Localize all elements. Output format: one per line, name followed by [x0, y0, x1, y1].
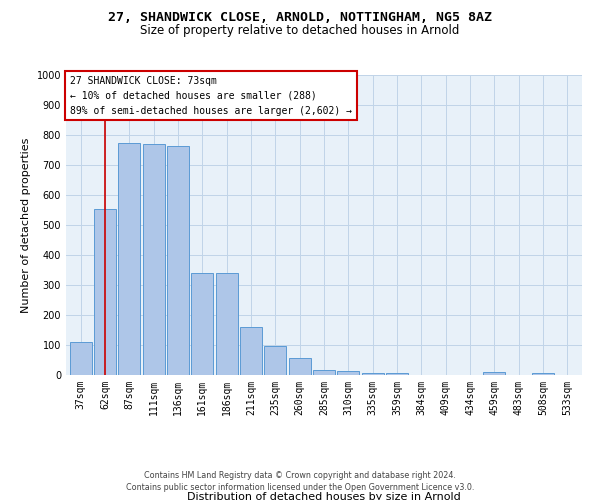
Bar	[289, 358, 311, 375]
Bar	[167, 146, 189, 375]
Bar	[70, 342, 92, 375]
Bar	[215, 273, 238, 375]
Text: Size of property relative to detached houses in Arnold: Size of property relative to detached ho…	[140, 24, 460, 37]
X-axis label: Distribution of detached houses by size in Arnold: Distribution of detached houses by size …	[187, 492, 461, 500]
Bar	[532, 372, 554, 375]
Bar	[94, 208, 116, 375]
Bar	[240, 327, 262, 375]
Text: 27 SHANDWICK CLOSE: 73sqm
← 10% of detached houses are smaller (288)
89% of semi: 27 SHANDWICK CLOSE: 73sqm ← 10% of detac…	[70, 76, 352, 116]
Bar	[337, 371, 359, 375]
Bar	[484, 372, 505, 375]
Bar	[191, 273, 213, 375]
Bar	[265, 346, 286, 375]
Text: Contains HM Land Registry data © Crown copyright and database right 2024.
Contai: Contains HM Land Registry data © Crown c…	[126, 471, 474, 492]
Bar	[143, 144, 164, 375]
Text: 27, SHANDWICK CLOSE, ARNOLD, NOTTINGHAM, NG5 8AZ: 27, SHANDWICK CLOSE, ARNOLD, NOTTINGHAM,…	[108, 11, 492, 24]
Bar	[313, 370, 335, 375]
Y-axis label: Number of detached properties: Number of detached properties	[21, 138, 31, 312]
Bar	[118, 142, 140, 375]
Bar	[386, 373, 408, 375]
Bar	[362, 373, 383, 375]
